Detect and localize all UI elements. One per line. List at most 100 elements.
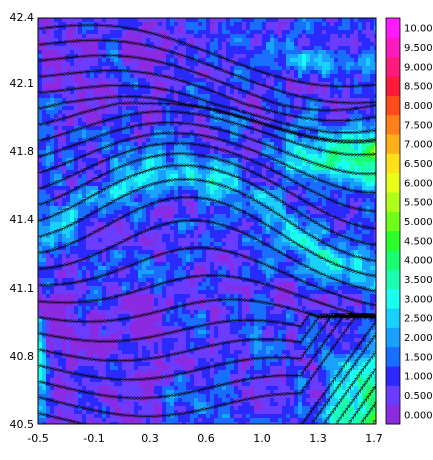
- field-cell: [90, 182, 95, 187]
- field-cell: [130, 62, 135, 67]
- field-cell: [210, 38, 215, 43]
- field-cell: [218, 86, 223, 91]
- field-cell: [250, 34, 255, 39]
- field-cell: [186, 18, 191, 23]
- field-cell: [262, 238, 267, 243]
- field-cell: [62, 230, 67, 235]
- field-cell: [214, 134, 219, 139]
- field-cell: [266, 30, 271, 35]
- field-cell: [354, 198, 359, 203]
- field-cell: [106, 182, 111, 187]
- field-cell: [150, 206, 155, 211]
- field-cell: [222, 198, 227, 203]
- field-cell: [318, 94, 323, 99]
- field-cell: [182, 86, 187, 91]
- field-cell: [110, 162, 115, 167]
- field-cell: [350, 186, 355, 191]
- field-cell: [62, 174, 67, 179]
- field-cell: [322, 190, 327, 195]
- field-cell: [214, 174, 219, 179]
- field-cell: [42, 70, 47, 75]
- field-cell: [122, 230, 127, 235]
- field-cell: [346, 226, 351, 231]
- field-cell: [198, 186, 203, 191]
- field-cell: [210, 174, 215, 179]
- field-cell: [74, 22, 79, 27]
- field-cell: [214, 246, 219, 251]
- field-cell: [162, 78, 167, 83]
- field-cell: [106, 86, 111, 91]
- field-cell: [346, 230, 351, 235]
- field-cell: [146, 158, 151, 163]
- field-cell: [46, 238, 51, 243]
- field-cell: [186, 146, 191, 151]
- field-cell: [46, 42, 51, 47]
- field-cell: [50, 238, 55, 243]
- field-cell: [278, 166, 283, 171]
- field-cell: [190, 174, 195, 179]
- field-cell: [162, 70, 167, 75]
- field-cell: [38, 66, 43, 71]
- field-cell: [198, 214, 203, 219]
- field-cell: [170, 134, 175, 139]
- field-cell: [122, 118, 127, 123]
- field-cell: [330, 234, 335, 239]
- field-cell: [282, 26, 287, 31]
- field-cell: [154, 102, 159, 107]
- field-cell: [370, 90, 375, 95]
- field-cell: [318, 190, 323, 195]
- field-cell: [158, 174, 163, 179]
- field-cell: [218, 106, 223, 111]
- field-cell: [158, 242, 163, 247]
- field-cell: [158, 238, 163, 243]
- field-cell: [206, 110, 211, 115]
- field-cell: [186, 166, 191, 171]
- field-cell: [226, 78, 231, 83]
- field-cell: [354, 134, 359, 139]
- field-cell: [234, 46, 239, 51]
- field-cell: [126, 22, 131, 27]
- field-cell: [290, 234, 295, 239]
- field-cell: [130, 66, 135, 71]
- field-cell: [230, 50, 235, 55]
- field-cell: [166, 18, 171, 23]
- field-cell: [46, 158, 51, 163]
- field-cell: [118, 74, 123, 79]
- field-cell: [218, 22, 223, 27]
- field-cell: [358, 146, 363, 151]
- field-cell: [322, 110, 327, 115]
- field-cell: [50, 110, 55, 115]
- field-cell: [322, 78, 327, 83]
- field-cell: [42, 210, 47, 215]
- field-cell: [138, 138, 143, 143]
- field-cell: [266, 218, 271, 223]
- field-cell: [350, 66, 355, 71]
- field-cell: [274, 222, 279, 227]
- field-cell: [350, 106, 355, 111]
- field-cell: [110, 90, 115, 95]
- field-cell: [222, 226, 227, 231]
- field-cell: [334, 158, 339, 163]
- field-cell: [154, 234, 159, 239]
- field-cell: [242, 54, 247, 59]
- field-cell: [166, 114, 171, 119]
- field-cell: [74, 138, 79, 143]
- field-cell: [318, 230, 323, 235]
- field-cell: [54, 22, 59, 27]
- field-cell: [142, 22, 147, 27]
- field-cell: [90, 170, 95, 175]
- field-cell: [354, 30, 359, 35]
- field-cell: [226, 174, 231, 179]
- field-cell: [66, 190, 71, 195]
- field-cell: [266, 182, 271, 187]
- field-cell: [326, 186, 331, 191]
- field-cell: [234, 102, 239, 107]
- field-cell: [370, 186, 375, 191]
- field-cell: [182, 206, 187, 211]
- field-cell: [330, 22, 335, 27]
- field-cell: [186, 86, 191, 91]
- field-cell: [38, 174, 43, 179]
- field-cell: [354, 126, 359, 131]
- field-cell: [306, 62, 311, 67]
- field-cell: [58, 230, 63, 235]
